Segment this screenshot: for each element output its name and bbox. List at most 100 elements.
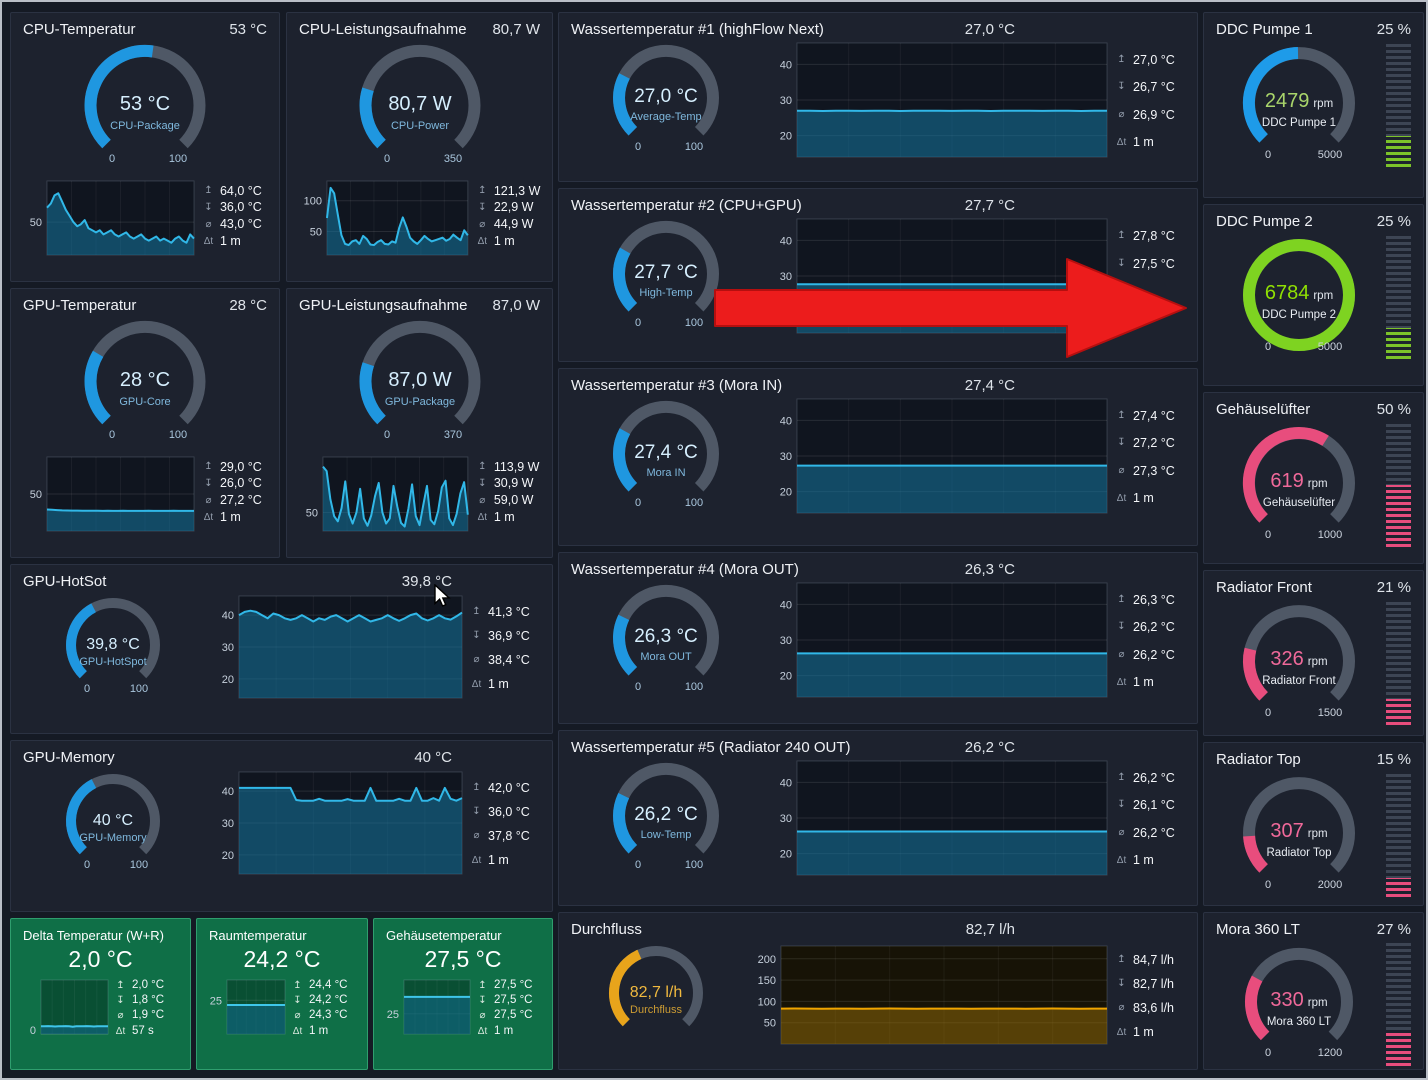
- svg-text:0: 0: [109, 153, 115, 165]
- stat-dt: Δt 1 m: [470, 853, 542, 867]
- stat-value: 1 m: [219, 510, 241, 525]
- stat-value: 26,3 °C: [1133, 592, 1175, 607]
- radiator-front-level-bar: [1386, 601, 1411, 725]
- stat-avg: ⌀ 27,2 °C: [202, 493, 269, 507]
- stat-max: ↥ 84,7 l/h: [1115, 953, 1187, 967]
- svg-text:0: 0: [383, 429, 389, 441]
- stat-value: 27,5 °C: [494, 994, 533, 1007]
- panel-body: 27,0 °C Average-Temp 0 100 40 30 20 ↥ 27,0 …: [559, 40, 1197, 168]
- svg-text:2000: 2000: [1318, 879, 1342, 891]
- svg-text:0: 0: [635, 497, 641, 509]
- svg-text:20: 20: [780, 131, 792, 143]
- panel-mora-360-lt: Mora 360 LT 27 % 330 rpm Mora 360 LT 0 12…: [1203, 912, 1424, 1070]
- stat-dt: Δt 57 s: [114, 1025, 182, 1038]
- svg-text:30: 30: [780, 95, 792, 107]
- svg-text:Low-Temp: Low-Temp: [641, 829, 692, 841]
- stat-min: ↧ 1,8 °C: [114, 994, 182, 1007]
- wasser1-stats: ↥ 27,0 °C ↧ 26,7 °C ⌀ 26,9 °C Δt 1 m: [1115, 40, 1187, 160]
- stat-min: ↧ 36,0 °C: [202, 200, 269, 214]
- panel-header-value: 82,7 l/h: [965, 921, 1015, 938]
- svg-text:100: 100: [685, 497, 703, 509]
- stat-value: 30,9 W: [493, 476, 534, 491]
- panel-title: Wassertemperatur #5 (Radiator 240 OUT): [571, 739, 851, 756]
- stat-value: 27,5 °C: [494, 979, 533, 991]
- panel-header-value: 80,7 W: [492, 21, 540, 38]
- panel-body: 40 °C GPU-Memory 0 100 40 30 20 ↥ 42,0 °C ↧ 3…: [11, 768, 552, 886]
- panel-body: 619 rpm Gehäuselüfter 0 1000: [1204, 420, 1423, 554]
- gpu-temp-gauge: 28 °C GPU-Core 0 100: [84, 320, 206, 441]
- stat-avg: ⌀: [1115, 286, 1187, 298]
- stat-min: ↧ 82,7 l/h: [1115, 977, 1187, 991]
- svg-text:GPU-Core: GPU-Core: [119, 396, 170, 408]
- svg-text:High-Temp: High-Temp: [639, 287, 692, 299]
- gpu-power-chart: 50: [306, 456, 469, 532]
- stat-min: ↧ 24,2 °C: [291, 994, 359, 1007]
- gpu-temp-chart: 50: [30, 456, 195, 532]
- svg-text:26,2 °C: 26,2 °C: [634, 804, 698, 825]
- svg-text:40: 40: [222, 786, 234, 798]
- panel-header: Wassertemperatur #1 (highFlow Next) 27,0…: [559, 13, 1197, 40]
- gauge-container: 26,2 °C Low-Temp 0 100: [571, 758, 761, 878]
- svg-text:40: 40: [780, 235, 792, 247]
- durchfluss-gauge: 82,7 l/h Durchfluss: [609, 946, 703, 1027]
- svg-text:28 °C: 28 °C: [120, 369, 170, 391]
- panel-value: 27,5 °C: [424, 946, 502, 972]
- stat-dt: Δt 1 m: [202, 234, 269, 248]
- stat-value: 36,0 °C: [488, 804, 530, 819]
- max-icon: ↥: [204, 184, 213, 196]
- stat-avg: ⌀ 26,2 °C: [1115, 826, 1187, 840]
- svg-text:50: 50: [306, 507, 318, 519]
- stat-value: 41,3 °C: [488, 604, 530, 619]
- stat-value: 1 m: [493, 234, 515, 249]
- gauge-container: 27,0 °C Average-Temp 0 100: [571, 40, 761, 160]
- max-icon: ↥: [478, 979, 487, 991]
- svg-text:Durchfluss: Durchfluss: [630, 1004, 682, 1016]
- panel-title: GPU-Memory: [23, 749, 115, 766]
- stat-avg: ⌀ 38,4 °C: [470, 653, 542, 667]
- stat-dt: Δt 1 m: [1115, 1025, 1187, 1039]
- stat-value: 64,0 °C: [219, 183, 262, 198]
- panel-title: CPU-Temperatur: [23, 21, 136, 38]
- stat-max: ↥ 27,5 °C: [476, 979, 544, 992]
- svg-text:100: 100: [169, 429, 187, 441]
- svg-text:0: 0: [1265, 149, 1271, 161]
- gauge-container: 39,8 °C GPU-HotSpot 0 100: [23, 592, 203, 702]
- svg-text:Average-Temp: Average-Temp: [630, 111, 701, 123]
- stat-value: 36,9 °C: [488, 628, 530, 643]
- svg-text:20: 20: [222, 674, 234, 686]
- gauge-container: 27,4 °C Mora IN 0 100: [571, 396, 761, 516]
- panel-title: Delta Temperatur (W+R): [23, 928, 164, 943]
- stat-value: 27,2 °C: [1133, 436, 1175, 451]
- gpu-memory-chart: 40 30 20: [222, 771, 463, 875]
- panel-header-value: 26,3 °C: [964, 561, 1015, 578]
- max-icon: ↥: [478, 460, 487, 472]
- stat-avg: ⌀ 24,3 °C: [291, 1009, 359, 1022]
- panel-ddc-pumpe-2: DDC Pumpe 2 25 % 6784 rpm DDC Pumpe 2 0 5…: [1203, 204, 1424, 386]
- avg-icon: ⌀: [473, 830, 480, 842]
- svg-text:25: 25: [387, 1009, 399, 1021]
- svg-text:0: 0: [635, 141, 641, 153]
- chart-area: 50 ↥ 113,9 W ↧ 30,9 W ⌀ 59,0 W Δt 1 m: [287, 451, 552, 541]
- avg-icon: ⌀: [294, 1010, 301, 1022]
- stat-max: ↥ 29,0 °C: [202, 460, 269, 474]
- svg-text:0: 0: [635, 859, 641, 871]
- gauge-container: 82,7 l/h Durchfluss: [571, 940, 741, 1050]
- gpu-memory-gauge: 40 °C GPU-Memory 0 100: [66, 774, 160, 871]
- stat-avg: ⌀ 27,5 °C: [476, 1009, 544, 1022]
- stat-value: 59,0 W: [493, 493, 534, 508]
- panel-percent: 25 %: [1376, 21, 1411, 38]
- panel-header: DDC Pumpe 1 25 %: [1204, 13, 1423, 40]
- panel-title: GPU-HotSot: [23, 573, 107, 590]
- gpu-memory-stats: ↥ 42,0 °C ↧ 36,0 °C ⌀ 37,8 °C Δt 1 m: [470, 768, 542, 878]
- stat-value: 27,5 °C: [1133, 257, 1175, 271]
- svg-text:Gehäuselüfter: Gehäuselüfter: [1263, 497, 1335, 509]
- panel-body: 2479 rpm DDC Pumpe 1 0 5000: [1204, 40, 1423, 174]
- wasser3-gauge: 27,4 °C Mora IN 0 100: [613, 401, 719, 509]
- panel-header: Radiator Top 15 %: [1204, 743, 1423, 770]
- svg-text:20: 20: [780, 307, 792, 319]
- svg-text:100: 100: [685, 681, 703, 693]
- stat-dt: Δt 1 m: [1115, 853, 1187, 867]
- svg-text:30: 30: [780, 451, 792, 463]
